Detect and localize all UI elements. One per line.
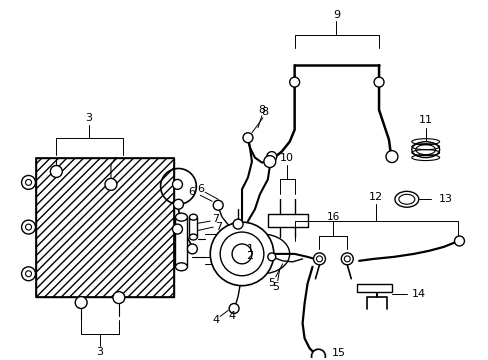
- Bar: [189, 217, 197, 237]
- Circle shape: [105, 179, 117, 190]
- Circle shape: [213, 200, 223, 210]
- Circle shape: [21, 267, 36, 281]
- Text: 15: 15: [332, 348, 346, 358]
- Text: 16: 16: [326, 212, 339, 222]
- Circle shape: [25, 224, 31, 230]
- Circle shape: [289, 77, 299, 87]
- Bar: [175, 217, 187, 267]
- Ellipse shape: [189, 214, 197, 220]
- Circle shape: [232, 244, 251, 264]
- Text: 7: 7: [214, 222, 221, 232]
- Bar: [356, 284, 391, 292]
- Ellipse shape: [411, 142, 439, 158]
- Circle shape: [385, 150, 397, 163]
- Bar: [37, 158, 173, 297]
- Text: 5: 5: [268, 278, 275, 288]
- Ellipse shape: [189, 234, 197, 240]
- Text: 13: 13: [438, 194, 452, 204]
- Circle shape: [267, 253, 275, 261]
- Circle shape: [25, 271, 31, 277]
- Circle shape: [266, 152, 276, 162]
- Text: 12: 12: [368, 192, 382, 202]
- Text: 7: 7: [211, 214, 218, 224]
- Ellipse shape: [175, 263, 187, 271]
- Text: 8: 8: [258, 105, 265, 115]
- Circle shape: [187, 244, 197, 254]
- Circle shape: [229, 303, 239, 314]
- Circle shape: [313, 253, 325, 265]
- Circle shape: [50, 166, 62, 177]
- Circle shape: [312, 350, 324, 360]
- Circle shape: [311, 349, 325, 360]
- Text: 8: 8: [261, 107, 268, 117]
- Circle shape: [75, 297, 87, 309]
- Ellipse shape: [234, 234, 289, 274]
- Circle shape: [210, 222, 273, 286]
- Circle shape: [373, 77, 383, 87]
- Text: 6: 6: [188, 187, 195, 197]
- Text: 4: 4: [212, 315, 219, 325]
- Circle shape: [453, 236, 464, 246]
- Text: 2: 2: [246, 251, 253, 261]
- Circle shape: [341, 253, 352, 265]
- Circle shape: [113, 292, 124, 303]
- Bar: [37, 158, 173, 297]
- Text: 6: 6: [196, 184, 203, 194]
- Circle shape: [264, 156, 275, 167]
- Circle shape: [25, 179, 31, 185]
- Circle shape: [21, 220, 36, 234]
- Circle shape: [172, 224, 182, 234]
- Text: 10: 10: [279, 153, 293, 163]
- Text: 5: 5: [272, 282, 279, 292]
- Text: 4: 4: [228, 311, 235, 321]
- Circle shape: [21, 175, 36, 189]
- Text: 1: 1: [246, 244, 253, 254]
- Ellipse shape: [394, 192, 418, 207]
- Ellipse shape: [175, 213, 187, 221]
- Circle shape: [220, 232, 264, 276]
- Circle shape: [243, 133, 252, 143]
- Text: 9: 9: [332, 10, 339, 19]
- Circle shape: [173, 199, 183, 209]
- Text: 14: 14: [411, 289, 425, 298]
- Ellipse shape: [415, 145, 435, 154]
- Text: 3: 3: [96, 347, 103, 357]
- Text: 11: 11: [418, 115, 432, 125]
- Circle shape: [172, 179, 182, 189]
- Text: 3: 3: [85, 113, 92, 123]
- Circle shape: [233, 219, 243, 229]
